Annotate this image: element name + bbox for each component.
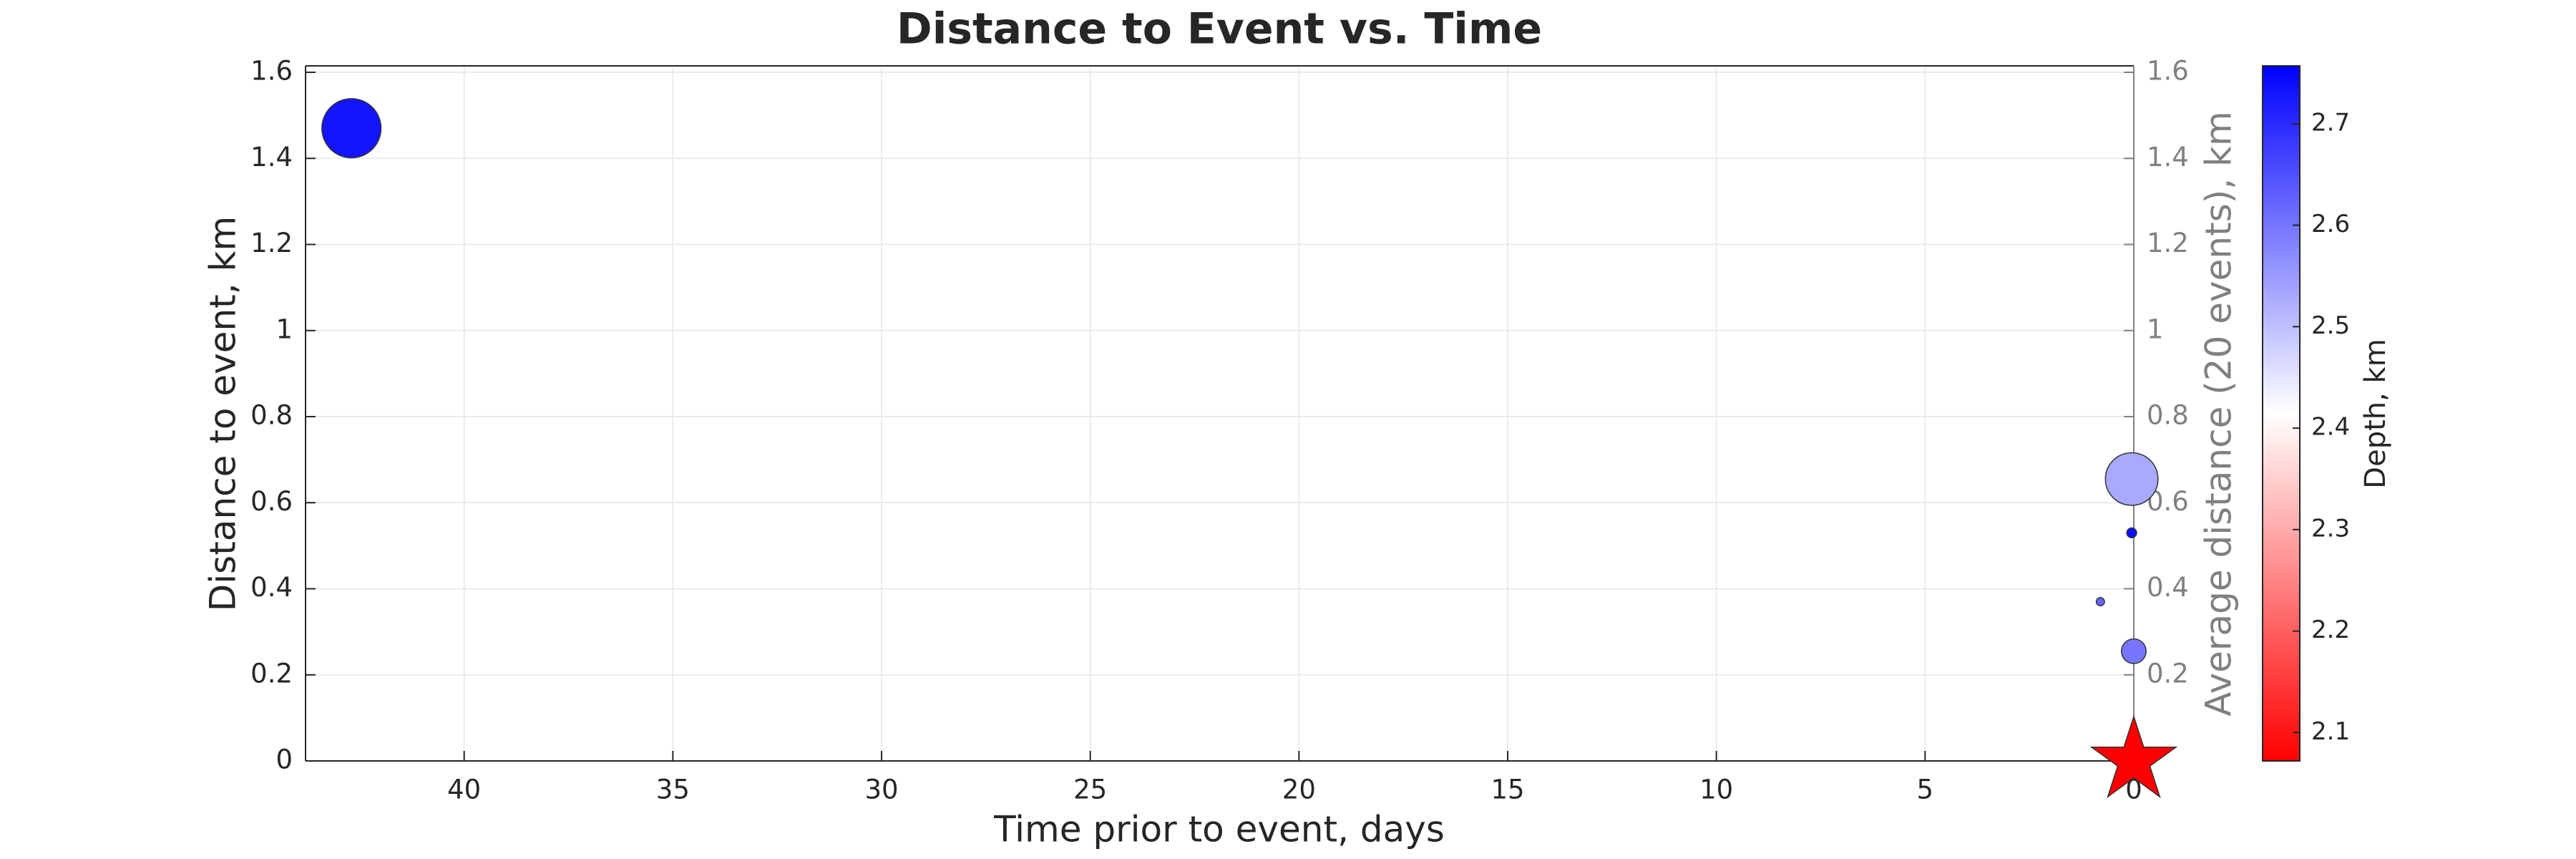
x-tick-label: 25 <box>1073 775 1107 805</box>
y2-tick-label: 0.2 <box>2147 658 2189 689</box>
y-axis-label: Distance to event, km <box>203 216 244 611</box>
colorbar-tick-label: 2.4 <box>2311 413 2350 442</box>
y2-tick-label: 1 <box>2147 314 2164 344</box>
y-tick-label: 0.4 <box>250 572 293 603</box>
x-tick-label: 30 <box>864 775 898 805</box>
bubble <box>2095 597 2105 607</box>
y-tick-label: 1.6 <box>250 56 293 87</box>
y2-axis-label: Average distance (20 events), km <box>2198 111 2240 716</box>
colorbar-tick-label: 2.1 <box>2311 717 2350 746</box>
colorbar-tick-label: 2.2 <box>2311 616 2350 644</box>
x-tick-label: 35 <box>656 775 690 805</box>
colorbar-tick-label: 2.5 <box>2311 311 2350 340</box>
x-tick-label: 0 <box>2125 775 2142 805</box>
bubble <box>2104 452 2159 506</box>
colorbar-label: Depth, km <box>2359 339 2392 488</box>
y-tick-label: 1.4 <box>250 142 293 173</box>
x-tick-label: 5 <box>1917 775 1934 805</box>
y-tick-label: 1.2 <box>250 228 293 258</box>
y2-tick-label: 1.4 <box>2147 142 2189 173</box>
y2-tick-label: 1.6 <box>2147 56 2189 87</box>
y-tick-label: 0 <box>275 744 293 775</box>
bubble <box>2121 638 2147 664</box>
y2-tick-label: 0.8 <box>2147 400 2189 431</box>
y2-tick-label: 1.2 <box>2147 228 2189 258</box>
colorbar-tick-label: 2.3 <box>2311 514 2350 543</box>
y-tick-label: 0.2 <box>250 658 293 689</box>
colorbar-tick-label: 2.7 <box>2311 108 2350 137</box>
y-tick-label: 0.8 <box>250 400 293 431</box>
x-tick-label: 10 <box>1699 775 1733 805</box>
y2-tick-label: 0.4 <box>2147 572 2189 603</box>
y-tick-label: 1 <box>275 314 293 344</box>
x-tick-label: 20 <box>1282 775 1316 805</box>
event-marker <box>2089 714 2178 799</box>
colorbar-tick-label: 2.6 <box>2311 210 2350 238</box>
y-tick-label: 0.6 <box>250 486 293 517</box>
bubble <box>321 98 382 159</box>
x-axis-label: Time prior to event, days <box>993 809 1445 850</box>
chart-title: Distance to Event vs. Time <box>897 4 1542 54</box>
x-tick-label: 40 <box>447 775 481 805</box>
bubble <box>2126 527 2137 538</box>
colorbar <box>2262 65 2301 762</box>
x-tick-label: 15 <box>1491 775 1524 805</box>
